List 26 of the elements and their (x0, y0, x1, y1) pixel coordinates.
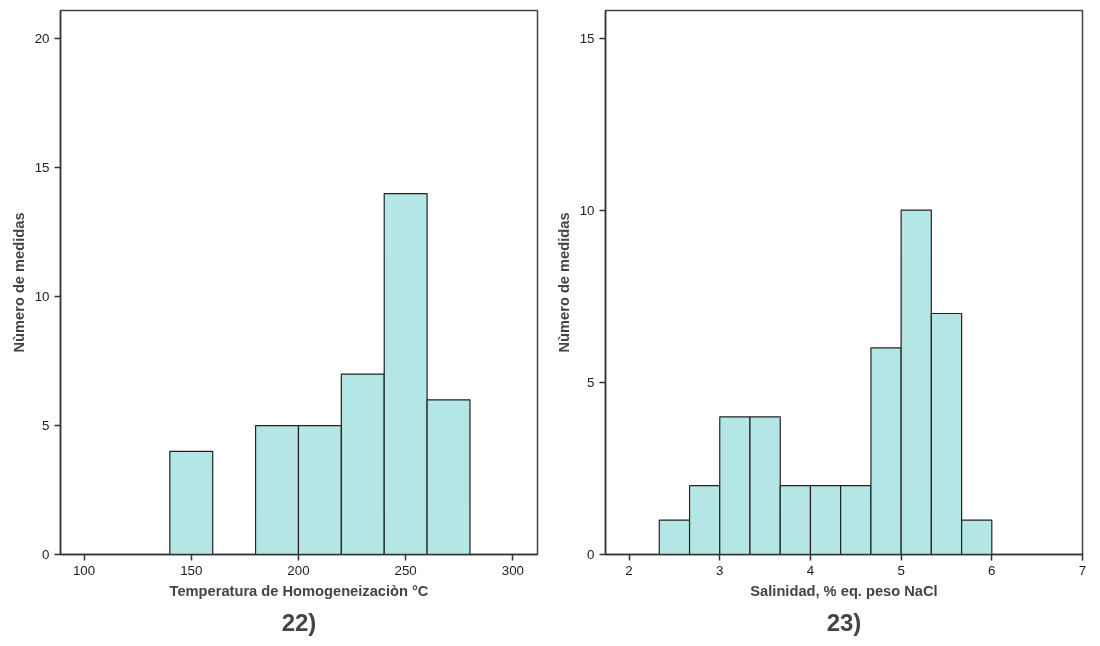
x-tick-label: 100 (72, 562, 96, 578)
y-tick-label: 10 (34, 289, 50, 305)
y-axis-title: Nùmero de medidas (10, 212, 27, 353)
y-tick-label: 5 (42, 418, 50, 434)
x-tick-label: 5 (897, 562, 905, 578)
x-tick-label: 6 (988, 562, 996, 578)
x-tick-label: 3 (716, 562, 724, 578)
text: 23) (826, 608, 862, 636)
x-tick-label: 4 (806, 562, 815, 578)
x-tick-label: 2 (625, 562, 633, 578)
y-tick-label: 0 (587, 547, 595, 562)
y-tick-label: 15 (34, 160, 50, 176)
x-tick-label: 150 (180, 562, 203, 578)
x-axis-title: Salinidad, % eq. peso NaCl (750, 582, 938, 599)
y-axis-title: Nùmero de medidas (555, 212, 572, 353)
y-tick-label: 20 (34, 31, 50, 47)
x-tick-label: 250 (394, 562, 417, 578)
y-tick-label: 15 (579, 30, 595, 46)
y-tick-label: 0 (42, 547, 50, 562)
text: 22) (281, 608, 317, 636)
x-tick-label: 200 (287, 562, 310, 578)
y-tick-label: 10 (579, 202, 595, 218)
x-axis-title: Temperatura de Homogeneizaciòn °C (169, 582, 429, 599)
y-tick-label: 5 (587, 374, 595, 390)
x-tick-label: 300 (501, 562, 524, 578)
x-tick-label: 7 (1078, 562, 1087, 578)
